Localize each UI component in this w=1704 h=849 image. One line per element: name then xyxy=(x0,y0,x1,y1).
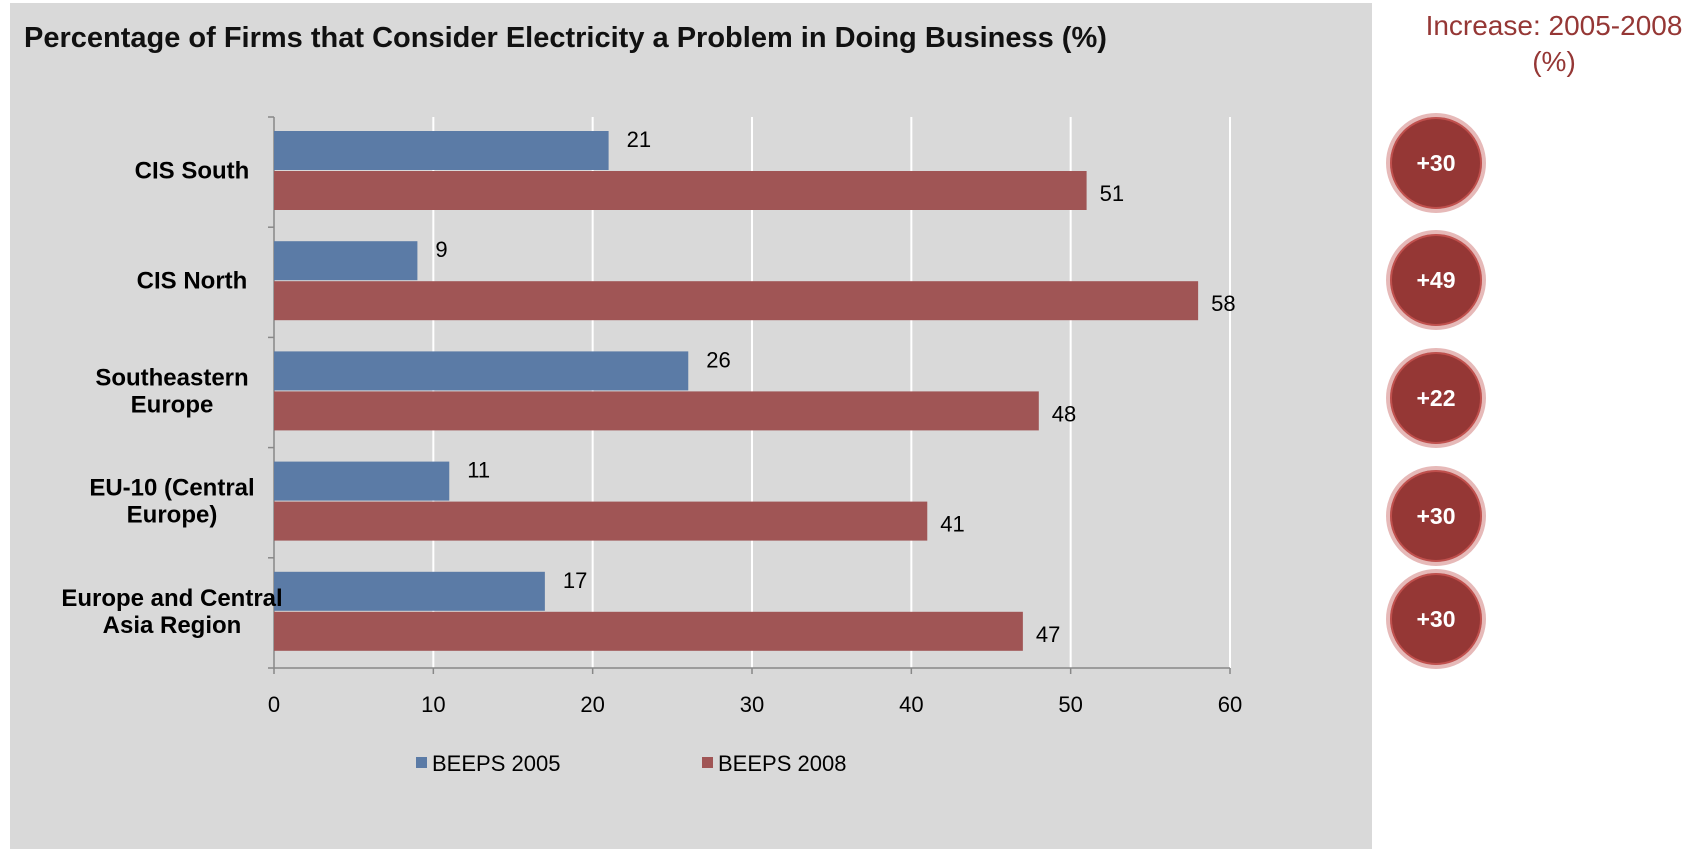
increase-title: Increase: 2005-2008 (%) xyxy=(1425,10,1683,77)
legend-label: BEEPS 2005 xyxy=(432,751,560,776)
increase-badge: +49 xyxy=(1386,230,1486,330)
x-tick-label: 30 xyxy=(740,692,764,717)
data-label: 48 xyxy=(1052,401,1076,426)
bars: 21 51 9 58 26 48 11 41 17 47 xyxy=(274,127,1236,651)
category-label: Europe and Central xyxy=(61,585,282,612)
increase-badge: +30 xyxy=(1386,113,1486,213)
bar-chart: 0 10 20 30 40 50 60 21 51 9 58 26 48 11 41 17 47 CIS So… xyxy=(61,116,1242,776)
data-label: 26 xyxy=(706,347,730,372)
category-label: Europe) xyxy=(127,502,218,529)
category-label: CIS South xyxy=(135,158,250,185)
increase-badge: +22 xyxy=(1386,348,1486,448)
category-label: Southeastern xyxy=(95,364,248,391)
category-label: EU-10 (Central xyxy=(89,475,254,502)
chart-title: Percentage of Firms that Consider Electr… xyxy=(24,22,1107,54)
bar xyxy=(274,391,1039,431)
bar xyxy=(274,281,1199,321)
bar xyxy=(274,171,1087,210)
data-label: 47 xyxy=(1036,622,1060,647)
legend-swatch xyxy=(416,757,427,768)
bar xyxy=(274,501,928,541)
legend: BEEPS 2005 BEEPS 2008 xyxy=(416,751,846,776)
data-label: 9 xyxy=(435,237,447,262)
bar xyxy=(274,611,1023,651)
bar xyxy=(274,131,609,170)
legend-label: BEEPS 2008 xyxy=(718,751,846,776)
bar xyxy=(274,351,689,391)
bar xyxy=(274,571,545,611)
category-label: Europe xyxy=(131,391,214,418)
x-tick-label: 40 xyxy=(899,692,923,717)
bar xyxy=(274,461,450,501)
bar xyxy=(274,241,418,281)
data-label: 51 xyxy=(1100,181,1124,206)
data-label: 11 xyxy=(467,458,490,483)
category-label: CIS North xyxy=(137,268,248,295)
increase-badge: +30 xyxy=(1386,569,1486,669)
x-tick-label: 20 xyxy=(580,692,604,717)
legend-swatch xyxy=(702,757,713,768)
category-label: Asia Region xyxy=(103,612,242,639)
data-label: 21 xyxy=(627,127,651,152)
x-tick-label: 50 xyxy=(1058,692,1082,717)
x-tick-label: 10 xyxy=(421,692,445,717)
data-label: 58 xyxy=(1211,291,1235,316)
x-tick-label: 0 xyxy=(268,692,280,717)
increase-badge: +30 xyxy=(1386,466,1486,566)
x-tick-label: 60 xyxy=(1218,692,1242,717)
data-label: 17 xyxy=(563,568,587,593)
data-label: 41 xyxy=(940,512,964,537)
